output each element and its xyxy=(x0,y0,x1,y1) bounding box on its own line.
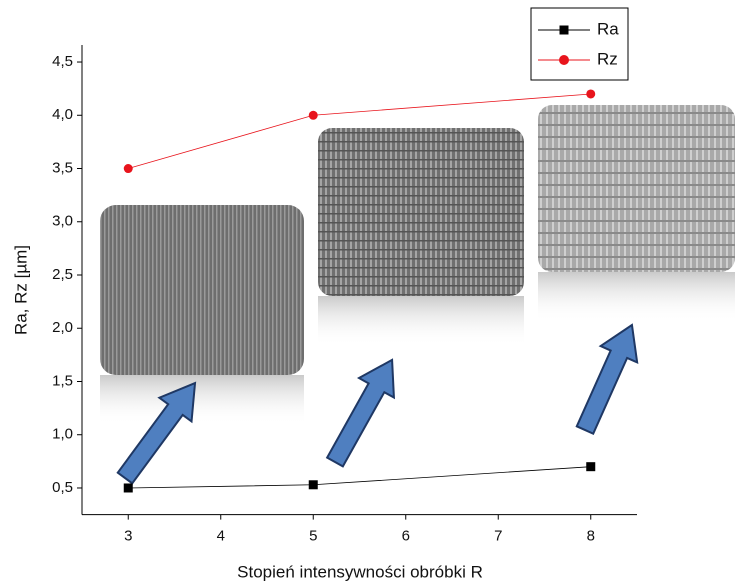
y-tick-label: 3,5 xyxy=(52,159,73,176)
series-line xyxy=(128,467,591,488)
y-tick-label: 3,0 xyxy=(52,213,73,230)
y-tick-label: 2,5 xyxy=(52,266,73,283)
legend: Ra Rz xyxy=(531,8,628,80)
x-tick-label: 6 xyxy=(402,528,410,545)
x-axis-label: Stopień intensywności obróbki R xyxy=(237,562,483,581)
surface-image xyxy=(538,105,735,272)
data-point xyxy=(124,164,133,173)
x-tick-label: 4 xyxy=(217,528,225,545)
data-point xyxy=(124,483,133,492)
legend-marker xyxy=(560,26,569,35)
image-reflection xyxy=(318,296,524,346)
y-tick-label: 2,0 xyxy=(52,319,73,336)
y-tick-label: 4,0 xyxy=(52,106,73,123)
surface-image xyxy=(318,128,524,296)
legend-marker xyxy=(559,55,569,65)
image-reflection xyxy=(538,272,735,322)
surface-image xyxy=(100,205,304,375)
x-tick-label: 5 xyxy=(309,528,317,545)
data-point xyxy=(586,462,595,471)
image-reflection xyxy=(100,375,304,425)
x-tick-label: 8 xyxy=(587,528,595,545)
data-point xyxy=(309,480,318,489)
y-tick-label: 1,5 xyxy=(52,372,73,389)
y-axis-label: Ra, Rz [µm] xyxy=(11,245,30,335)
arrow xyxy=(318,350,410,472)
y-tick-label: 4,5 xyxy=(52,53,73,70)
data-point xyxy=(309,111,318,120)
legend-label: Rz xyxy=(597,49,618,68)
surface-images xyxy=(100,105,735,425)
x-tick-label: 3 xyxy=(124,528,132,545)
arrow xyxy=(567,317,650,438)
chart: 0,5 1,0 1,5 2,0 2,5 3,0 3,5 4,0 4,5 3 4 5 6 7 8 Stopie… xyxy=(0,0,741,584)
x-tick-label: 7 xyxy=(494,528,502,545)
data-point xyxy=(586,89,595,98)
y-tick-label: 0,5 xyxy=(52,479,73,496)
y-tick-label: 1,0 xyxy=(52,426,73,443)
legend-label: Ra xyxy=(597,19,619,38)
